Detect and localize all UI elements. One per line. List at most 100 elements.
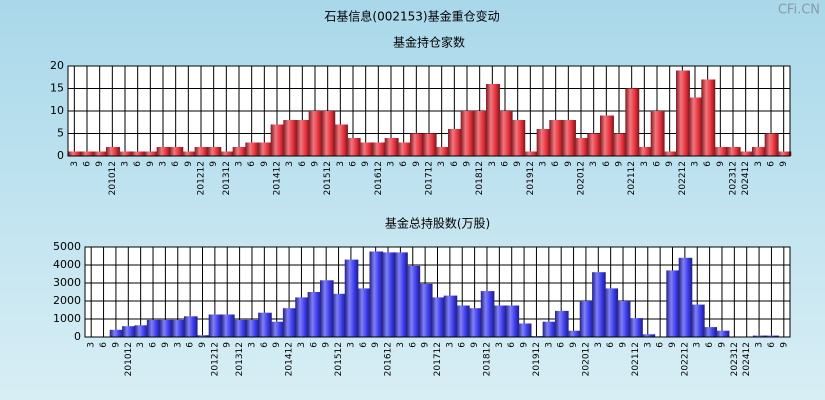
- x-tick-label: 202312: [729, 161, 739, 195]
- x-tick-label: 201512: [323, 161, 333, 195]
- bar: [208, 314, 223, 337]
- x-tick-label: 9: [470, 342, 480, 348]
- x-tick-label: 201912: [526, 161, 536, 195]
- bar: [270, 124, 285, 156]
- bar: [701, 79, 716, 156]
- bar: [542, 321, 557, 337]
- bar: [80, 151, 95, 156]
- bar: [196, 335, 210, 337]
- bar: [233, 319, 248, 337]
- bar: [460, 111, 475, 156]
- bar: [468, 308, 483, 337]
- bar: [703, 327, 718, 337]
- bar: [604, 288, 619, 337]
- bar: [122, 326, 136, 337]
- x-tick-label: 3: [285, 161, 295, 167]
- x-tick-label: 9: [412, 161, 422, 167]
- x-tick-label: 9: [272, 342, 282, 348]
- x-tick-label: 6: [458, 342, 468, 348]
- bar: [567, 330, 581, 337]
- y-tick-label: 0: [74, 330, 81, 343]
- y-tick-label: 2000: [53, 294, 81, 307]
- bar: [456, 305, 470, 337]
- x-tick-label: 201512: [334, 342, 344, 376]
- bar: [650, 111, 665, 156]
- x-tick-label: 3: [640, 161, 650, 167]
- x-tick-label: 202412: [741, 161, 751, 195]
- x-tick-label: 6: [656, 342, 666, 348]
- bar: [764, 133, 779, 156]
- bar: [394, 252, 408, 337]
- bar: [321, 111, 336, 156]
- bar: [93, 151, 108, 156]
- x-tick-label: 6: [309, 342, 319, 348]
- x-tick-label: 201812: [475, 161, 485, 195]
- x-tick-label: 3: [544, 342, 554, 348]
- bar: [752, 147, 766, 156]
- x-tick-label: 9: [615, 161, 625, 167]
- bar: [183, 316, 198, 337]
- x-tick-label: 6: [703, 161, 713, 167]
- x-tick-label: 6: [298, 161, 308, 167]
- x-tick-label: 6: [501, 161, 511, 167]
- x-tick-label: 6: [349, 161, 359, 167]
- bar: [245, 142, 260, 156]
- x-tick-label: 3: [495, 342, 505, 348]
- x-tick-label: 9: [311, 161, 321, 167]
- x-tick-label: 3: [539, 161, 549, 167]
- bar: [600, 115, 614, 156]
- bar: [344, 259, 359, 337]
- x-tick-label: 3: [297, 342, 307, 348]
- bar: [410, 133, 424, 156]
- bar: [638, 147, 652, 156]
- x-tick-label: 202212: [678, 161, 688, 195]
- bar: [714, 147, 728, 156]
- bar: [131, 151, 146, 156]
- bar: [592, 272, 606, 337]
- x-tick-label: 201612: [374, 161, 384, 195]
- x-tick-label: 9: [717, 342, 727, 348]
- bar: [169, 147, 184, 156]
- plot-border: [67, 65, 791, 157]
- x-tick-label: 9: [161, 342, 171, 348]
- y-tick-label: 20: [50, 59, 64, 72]
- x-tick-label: 6: [83, 161, 93, 167]
- x-tick-label: 3: [247, 342, 257, 348]
- page-title: 石基信息(002153)基金重仓变动: [324, 9, 499, 24]
- x-tick-label: 3: [754, 161, 764, 167]
- bar: [372, 142, 386, 156]
- x-tick-label: 6: [171, 161, 181, 167]
- x-tick-label: 9: [779, 342, 789, 348]
- x-tick-label: 9: [619, 342, 629, 348]
- bar: [473, 111, 488, 156]
- bar: [511, 120, 526, 156]
- x-tick-label: 6: [408, 342, 418, 348]
- bar: [109, 329, 124, 337]
- x-tick-label: 3: [691, 161, 701, 167]
- bar: [381, 252, 396, 337]
- x-tick-label: 9: [209, 161, 219, 167]
- x-tick-label: 201412: [285, 342, 295, 376]
- bar: [346, 138, 361, 156]
- bar: [688, 97, 703, 156]
- bar: [134, 325, 149, 337]
- bar: [118, 151, 133, 156]
- bar: [678, 257, 693, 337]
- bar: [106, 147, 120, 156]
- x-tick-label: 3: [235, 161, 245, 167]
- x-tick-label: 9: [260, 161, 270, 167]
- x-tick-label: 6: [767, 342, 777, 348]
- x-tick-label: 9: [779, 161, 789, 167]
- bar: [221, 314, 235, 337]
- x-tick-label: 201012: [108, 161, 118, 195]
- bar: [435, 147, 450, 156]
- x-tick-label: 9: [223, 342, 233, 348]
- x-tick-label: 202112: [627, 161, 637, 195]
- x-tick-label: 9: [520, 342, 530, 348]
- bar: [641, 334, 656, 337]
- x-tick-label: 9: [95, 161, 105, 167]
- bar: [536, 129, 551, 156]
- x-tick-label: 9: [665, 161, 675, 167]
- x-tick-label: 201712: [433, 342, 443, 376]
- bar: [422, 133, 437, 156]
